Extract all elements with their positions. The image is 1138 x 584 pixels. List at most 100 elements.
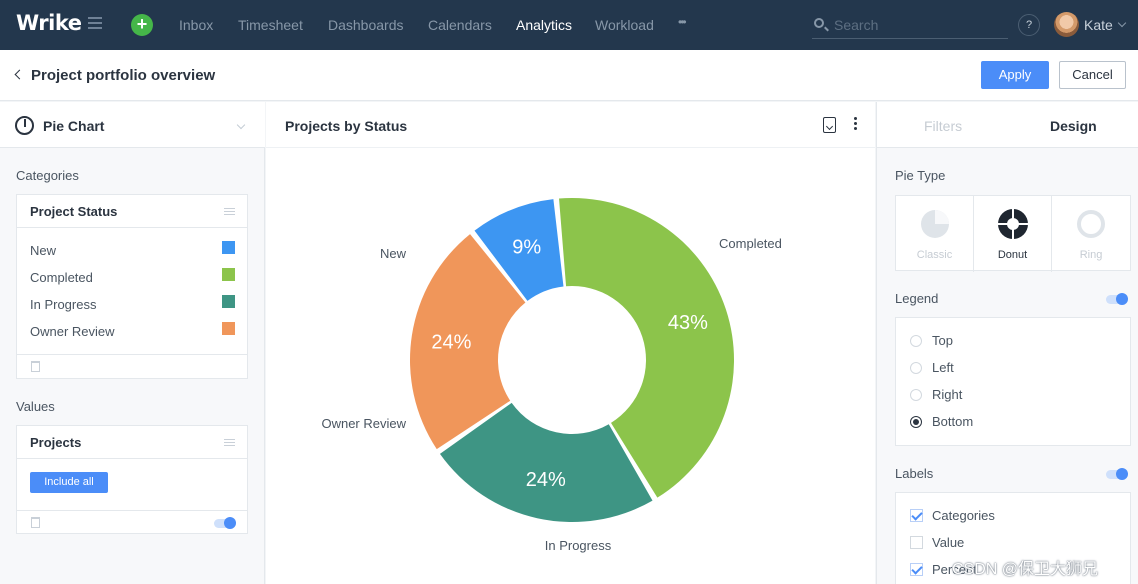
classic-pie-icon: [921, 210, 949, 238]
categories-box: Project Status New Completed In Progress…: [16, 194, 248, 379]
nav-item-inbox[interactable]: Inbox: [179, 17, 214, 33]
more-options-icon[interactable]: [854, 117, 857, 132]
categories-box-title: Project Status: [30, 204, 118, 219]
chart-type-selector[interactable]: Pie Chart: [0, 102, 265, 148]
user-name[interactable]: Kate: [1084, 17, 1113, 33]
nav-item-dashboards[interactable]: Dashboards: [328, 17, 404, 33]
checkbox-checked[interactable]: [910, 509, 923, 522]
slice-percent-label: 24%: [526, 469, 566, 491]
drag-handle-icon[interactable]: [224, 208, 235, 217]
labels-label: Labels: [895, 466, 934, 481]
labels-toggle[interactable]: [1106, 468, 1128, 480]
cancel-button[interactable]: Cancel: [1059, 61, 1126, 89]
radio-button[interactable]: [910, 389, 922, 401]
pie-type-ring-label: Ring: [1079, 249, 1103, 261]
category-item-new: New: [30, 243, 57, 258]
legend-option-label: Bottom: [932, 414, 974, 429]
nav-more-button[interactable]: •••: [678, 15, 686, 29]
trash-icon[interactable]: [31, 361, 40, 372]
label-option-text: Value: [932, 535, 965, 550]
apply-button[interactable]: Apply: [981, 61, 1049, 89]
panel-tabs: Filters Design: [877, 102, 1138, 148]
color-swatch-owner-review[interactable]: [222, 322, 235, 335]
labels-options: Categories Value Percent: [895, 492, 1131, 584]
values-box: Projects Include all: [16, 425, 248, 534]
wrike-logo[interactable]: Wrike: [16, 11, 82, 35]
slice-percent-label: 9%: [512, 237, 541, 259]
chart-title: Projects by Status: [285, 118, 408, 134]
help-button[interactable]: ?: [1018, 14, 1040, 36]
radio-button[interactable]: [910, 335, 922, 347]
export-icon[interactable]: [823, 117, 836, 133]
donut-slice-new[interactable]: [474, 199, 564, 301]
watermark: CSDN @保卫大狮兄: [952, 561, 1099, 578]
donut-pie-icon: [997, 208, 1029, 240]
radio-button-selected[interactable]: [910, 416, 922, 428]
checkbox[interactable]: [910, 536, 923, 549]
ring-pie-icon: [1077, 210, 1105, 238]
checkbox-checked[interactable]: [910, 563, 923, 576]
pie-type-donut[interactable]: Donut: [974, 196, 1052, 272]
category-item-owner-review: Owner Review: [30, 324, 115, 339]
chevron-down-icon[interactable]: [236, 120, 246, 130]
donut-slice-completed[interactable]: [559, 198, 734, 498]
slice-percent-label: 43%: [668, 312, 708, 334]
design-panel: Filters Design Pie Type Classic Donut: [876, 102, 1138, 584]
category-item-completed: Completed: [30, 270, 93, 285]
tab-filters[interactable]: Filters: [924, 118, 963, 134]
values-label: Values: [16, 399, 55, 414]
donut-chart: 9% New 43% Completed 24% In Progress 24% Owner …: [321, 198, 782, 553]
drag-handle-icon[interactable]: [224, 439, 235, 448]
nav-item-workload[interactable]: Workload: [595, 17, 654, 33]
slice-category-label: Completed: [719, 236, 782, 251]
color-swatch-completed[interactable]: [222, 268, 235, 281]
chart-type-label: Pie Chart: [43, 118, 105, 134]
legend-option-label: Left: [932, 360, 954, 375]
search-icon: [814, 18, 824, 28]
include-all-button[interactable]: Include all: [30, 472, 108, 493]
search-placeholder: Search: [834, 17, 879, 33]
categories-label: Categories: [16, 168, 79, 183]
slice-category-label: Owner Review: [321, 416, 406, 431]
values-toggle[interactable]: [214, 517, 236, 529]
hamburger-menu-icon[interactable]: [88, 17, 102, 29]
page-header: Project portfolio overview Apply Cancel: [0, 50, 1138, 101]
nav-item-analytics[interactable]: Analytics: [516, 17, 573, 33]
nav-item-calendars[interactable]: Calendars: [428, 17, 492, 33]
legend-label: Legend: [895, 291, 939, 306]
color-swatch-new[interactable]: [222, 241, 235, 254]
slice-percent-label: 24%: [431, 331, 471, 353]
legend-options: Top Left Right Bottom: [895, 317, 1131, 446]
create-new-button[interactable]: +: [131, 14, 153, 36]
tab-design[interactable]: Design: [1050, 118, 1097, 134]
pie-type-label: Pie Type: [895, 168, 946, 183]
legend-option-label: Top: [932, 333, 953, 348]
slice-category-label: New: [380, 246, 407, 261]
values-box-title: Projects: [30, 435, 82, 450]
pie-chart-icon: [15, 116, 34, 135]
user-avatar[interactable]: [1054, 12, 1079, 37]
pie-type-classic[interactable]: Classic: [896, 196, 974, 272]
donut-slice-in-progress[interactable]: [439, 402, 653, 522]
back-arrow-icon[interactable]: [14, 69, 25, 80]
values-box-header[interactable]: Projects: [17, 426, 247, 459]
pie-type-selector: Classic Donut Ring: [895, 195, 1131, 272]
page-title: Project portfolio overview: [31, 67, 216, 84]
color-swatch-in-progress[interactable]: [222, 295, 235, 308]
top-navigation-bar: Wrike + Inbox Timesheet Dashboards Calen…: [0, 0, 1138, 50]
pie-type-donut-label: Donut: [997, 249, 1028, 261]
category-item-in-progress: In Progress: [30, 297, 97, 312]
values-box-footer: [17, 510, 247, 534]
radio-button[interactable]: [910, 362, 922, 374]
pie-type-ring[interactable]: Ring: [1052, 196, 1130, 272]
chart-preview: Projects by Status 9% New 43% Completed 24% I…: [266, 102, 875, 584]
legend-toggle[interactable]: [1106, 293, 1128, 305]
slice-category-label: In Progress: [545, 538, 612, 553]
chart-preview-header: Projects by Status: [266, 102, 875, 148]
nav-item-timesheet[interactable]: Timesheet: [238, 17, 303, 33]
categories-box-header[interactable]: Project Status: [17, 195, 247, 228]
trash-icon[interactable]: [31, 517, 40, 528]
donut-slice-owner-review[interactable]: [410, 234, 526, 450]
chevron-down-icon[interactable]: [1117, 18, 1127, 28]
search-box[interactable]: Search: [812, 14, 1008, 39]
